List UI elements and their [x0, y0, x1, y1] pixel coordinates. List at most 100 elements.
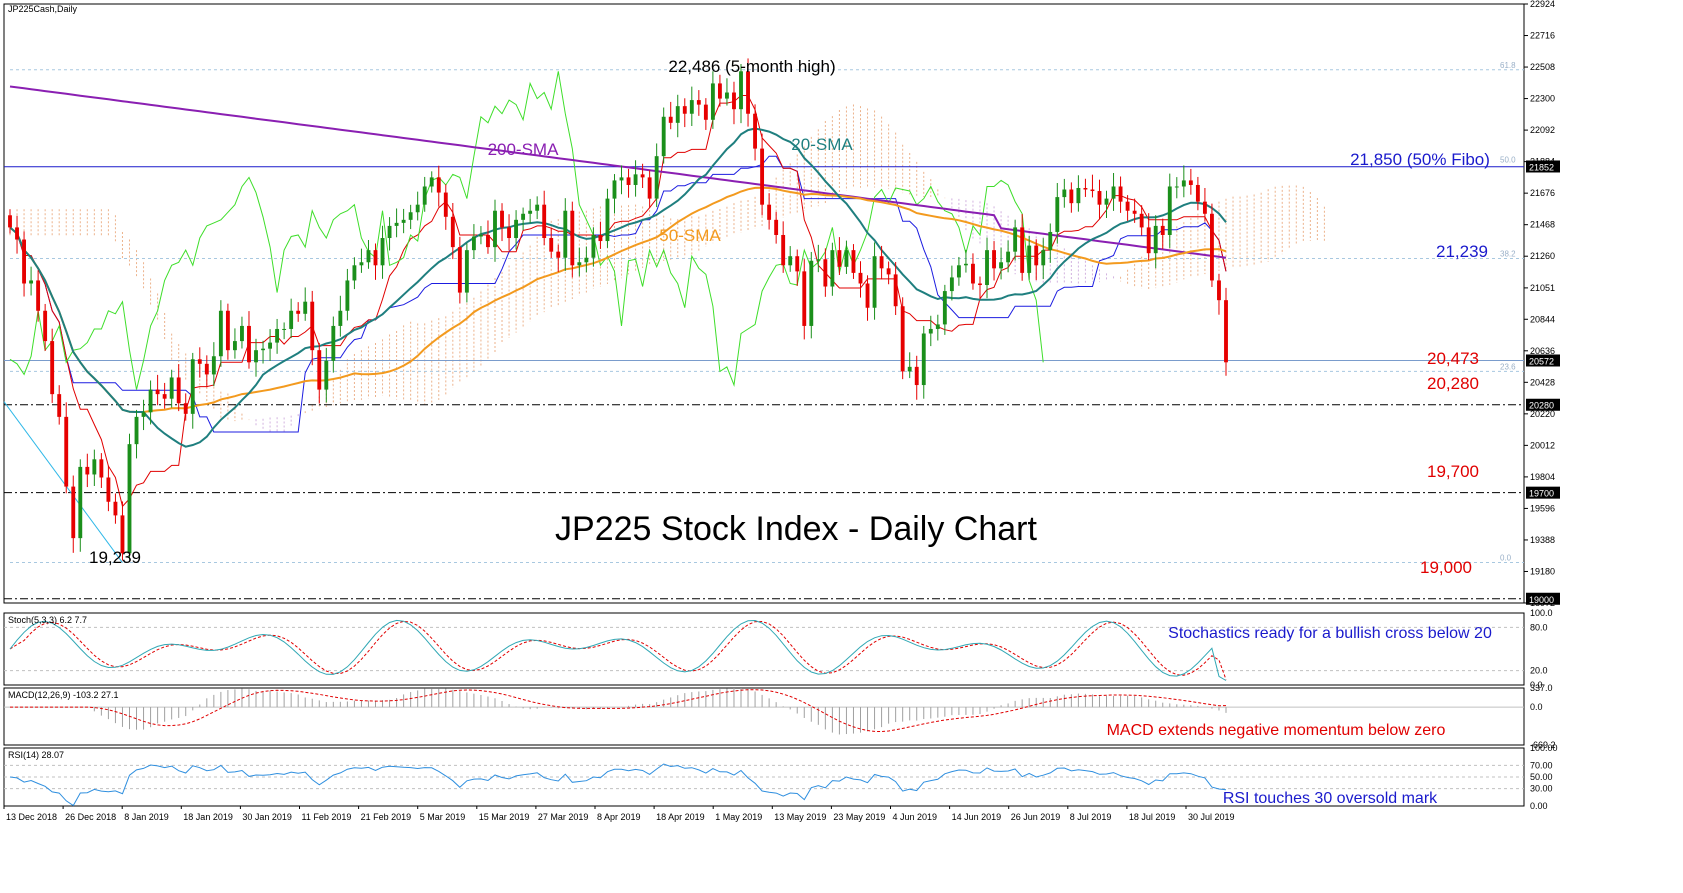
chart-title: JP225 Stock Index - Daily Chart	[555, 510, 1037, 548]
candle-body	[528, 210, 533, 214]
rsi-tick-label: 100.00	[1530, 743, 1558, 753]
candle-body	[225, 310, 230, 351]
candle-body	[1006, 251, 1011, 263]
stoch-header: Stoch(5,3,3) 6.2 7.7	[8, 615, 87, 625]
candle-body	[155, 389, 160, 395]
candle-body	[443, 192, 448, 217]
price-badge-bg	[1526, 398, 1560, 411]
fib-label: 0.0	[1500, 554, 1512, 563]
x-tick-label: 14 Jun 2019	[952, 812, 1002, 822]
price-panel-frame	[3, 3, 1525, 604]
candle-body	[1013, 227, 1018, 252]
candle-body	[999, 262, 1004, 269]
candle-body	[1139, 213, 1144, 228]
x-tick-label: 26 Dec 2018	[65, 812, 116, 822]
x-tick-label: 8 Jan 2019	[124, 812, 169, 822]
candle-body	[1104, 198, 1109, 205]
candle-body	[457, 247, 462, 293]
candle-body	[338, 310, 343, 326]
candle-body	[746, 71, 750, 114]
candle-body	[760, 148, 765, 205]
candle-body	[1020, 227, 1025, 273]
candle-body	[1125, 201, 1130, 211]
candle-body	[218, 310, 223, 357]
annotation-macd: MACD extends negative momentum below zer…	[1107, 722, 1446, 739]
x-tick-label: 11 Feb 2019	[302, 812, 352, 822]
y-tick-label: 22508	[1530, 62, 1555, 72]
x-tick-label: 13 Dec 2018	[6, 812, 57, 822]
candle-body	[591, 234, 596, 258]
candle-body	[830, 250, 835, 287]
candle-body	[29, 280, 34, 284]
candle-body	[176, 377, 181, 404]
candle-body	[823, 259, 828, 287]
candle-body	[1132, 210, 1137, 214]
candle-body	[949, 277, 954, 292]
candle-body	[127, 444, 132, 554]
candle-body	[296, 310, 301, 314]
candle-body	[232, 341, 237, 351]
x-tick-label: 26 Jun 2019	[1011, 812, 1061, 822]
candle-body	[795, 256, 800, 272]
annotation-19700: 19,700	[1427, 462, 1479, 481]
candle-body	[345, 280, 350, 311]
candle-body	[71, 486, 76, 539]
candle-body	[1027, 245, 1032, 273]
candle-body	[408, 212, 413, 220]
candle-body	[956, 265, 961, 278]
candle-body	[64, 416, 69, 487]
x-tick-label: 21 Feb 2019	[361, 812, 412, 822]
candle-body	[689, 100, 694, 114]
candle-body	[415, 204, 420, 213]
candle-body	[1062, 189, 1067, 198]
y-tick-label: 19804	[1530, 472, 1555, 482]
y-tick-label: 20012	[1530, 440, 1555, 450]
candle-body	[15, 227, 19, 240]
x-tick-label: 27 Mar 2019	[538, 812, 589, 822]
candle-body	[450, 216, 455, 248]
y-tick-label: 21051	[1530, 283, 1555, 293]
y-tick-label: 20844	[1530, 314, 1555, 324]
candle-body	[612, 180, 617, 199]
y-tick-label: 19388	[1530, 535, 1555, 545]
candle-body	[942, 291, 947, 325]
candle-body	[99, 459, 104, 478]
candle-body	[36, 280, 41, 311]
annotation-sma50: 50-SMA	[659, 226, 721, 245]
price-badge: 20280	[1529, 401, 1554, 411]
candle-body	[914, 366, 919, 386]
candle-body	[788, 256, 793, 266]
candle-body	[1174, 186, 1179, 188]
y-tick-label: 19180	[1530, 566, 1555, 576]
x-tick-label: 4 Jun 2019	[893, 812, 938, 822]
y-tick-label: 22300	[1530, 94, 1555, 104]
annotation-sma20: 20-SMA	[791, 135, 853, 154]
candle-body	[1055, 197, 1060, 232]
candle-body	[1153, 225, 1158, 254]
candle-body	[1167, 186, 1172, 235]
candle-body	[1083, 188, 1088, 190]
candle-body	[816, 259, 821, 261]
candle-body	[141, 412, 146, 417]
candle-body	[148, 389, 153, 413]
candle-body	[879, 256, 884, 269]
y-tick-label: 20636	[1530, 346, 1555, 356]
candle-body	[324, 360, 329, 390]
candle-body	[1118, 186, 1123, 202]
candle-body	[570, 210, 575, 266]
rsi-tick-label: 0.00	[1530, 801, 1548, 811]
candle-body	[254, 350, 258, 363]
candle-body	[514, 219, 519, 239]
candle-body	[50, 341, 55, 395]
x-tick-label: 18 Jan 2019	[183, 812, 233, 822]
candle-body	[247, 325, 251, 363]
candle-body	[261, 348, 265, 351]
candle-body	[710, 83, 715, 120]
annotation-rsi: RSI touches 30 oversold mark	[1223, 790, 1438, 807]
y-tick-label: 22716	[1530, 31, 1555, 41]
x-tick-label: 18 Apr 2019	[656, 812, 705, 822]
candle-body	[767, 204, 772, 220]
macd-panel-frame	[3, 687, 1525, 746]
stoch-tick-label: 0.0	[1530, 680, 1543, 690]
